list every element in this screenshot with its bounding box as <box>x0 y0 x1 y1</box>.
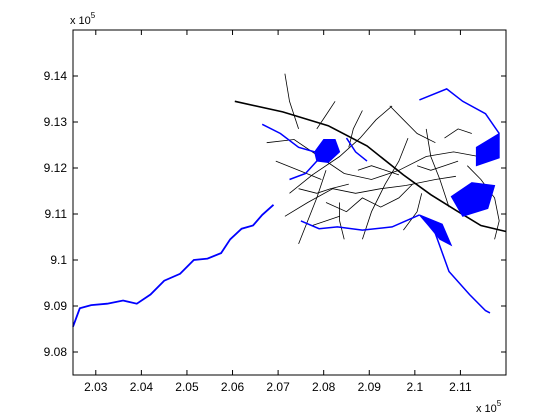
road-line <box>299 170 326 244</box>
y-tick-label: 9.09 <box>44 299 68 313</box>
road-line <box>326 184 413 212</box>
x-tick-label: 2.05 <box>175 380 199 394</box>
road-line <box>285 74 299 129</box>
x-tick-label: 2.04 <box>130 380 154 394</box>
road-line <box>445 129 472 138</box>
river-line <box>73 205 274 327</box>
x-tick-label: 2.09 <box>358 380 382 394</box>
y-axis-ticks: 9.08 9.09 9.1 9.11 9.12 9.13 9.14 <box>44 69 506 359</box>
y-tick-label: 9.1 <box>50 253 67 267</box>
x-tick-label: 2.03 <box>84 380 108 394</box>
stream-line <box>419 89 499 134</box>
road-line <box>390 106 436 143</box>
stream-line <box>290 161 317 179</box>
y-tick-label: 9.12 <box>44 161 68 175</box>
x-tick-label: 2.1 <box>406 380 423 394</box>
x-tick-label: 2.06 <box>221 380 245 394</box>
stream-line <box>301 215 420 230</box>
y-tick-label: 9.13 <box>44 115 68 129</box>
y-tick-label: 9.11 <box>45 207 68 221</box>
road-line <box>299 184 349 193</box>
road-line <box>403 193 421 230</box>
x-tick-label: 2.07 <box>266 380 290 394</box>
road-line <box>267 140 479 180</box>
y-multiplier-label: x 105 <box>70 11 96 27</box>
road-line <box>312 216 339 225</box>
road-line <box>362 138 408 239</box>
road-line <box>285 176 456 216</box>
road-line <box>417 161 458 170</box>
x-tick-label: 2.11 <box>449 380 472 394</box>
x-tick-label: 2.08 <box>312 380 336 394</box>
y-tick-label: 9.14 <box>44 69 68 83</box>
road-line <box>340 203 345 240</box>
axes-box <box>73 30 506 375</box>
map-layers <box>73 74 506 327</box>
y-tick-label: 9.08 <box>44 345 68 359</box>
x-axis-ticks: 2.03 2.04 2.05 2.06 2.07 2.08 2.09 2.1 2.11 <box>84 30 472 394</box>
x-multiplier-label: x 105 <box>476 399 502 415</box>
water-body <box>419 215 451 245</box>
water-body <box>476 134 499 166</box>
